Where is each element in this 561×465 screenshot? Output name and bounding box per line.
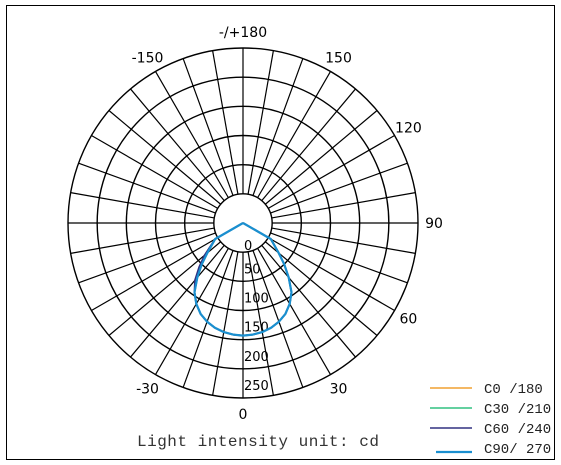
- grid-spoke: [78, 232, 216, 284]
- grid-spoke: [261, 244, 356, 358]
- grid-spoke: [270, 232, 408, 284]
- grid-spoke: [91, 237, 219, 312]
- angle-tick-label: 60: [399, 312, 417, 328]
- grid-spoke: [270, 162, 408, 214]
- angle-tick-label: 0: [239, 407, 248, 423]
- grid-spoke: [257, 247, 332, 375]
- angle-tick-label: 120: [395, 121, 422, 137]
- grid-spoke: [247, 251, 274, 396]
- unit-label: Light intensity unit: cd: [137, 433, 379, 451]
- grid-spoke: [271, 192, 416, 219]
- angle-tick-label: 90: [425, 216, 443, 232]
- grid-spoke: [271, 227, 416, 254]
- angle-tick-label: -/+180: [219, 25, 267, 41]
- grid-spoke: [252, 250, 304, 388]
- grid-spoke: [154, 71, 229, 199]
- radial-tick-label: 0: [244, 239, 252, 254]
- grid-spoke: [154, 247, 229, 375]
- polar-grid: [67, 47, 419, 399]
- radial-tick-label: 100: [244, 292, 269, 307]
- grid-spoke: [264, 241, 378, 336]
- legend-label: C90/ 270: [484, 442, 551, 458]
- grid-spoke: [130, 244, 225, 358]
- grid-spoke: [212, 50, 239, 195]
- radial-tick-label: 50: [244, 262, 261, 277]
- radial-tick-label: 200: [244, 350, 269, 365]
- series-line: [193, 222, 293, 337]
- grid-spoke: [130, 88, 225, 202]
- legend-label: C30 /210: [484, 402, 551, 418]
- grid-spoke: [108, 241, 222, 336]
- grid-spoke: [212, 251, 239, 396]
- angle-tick-label: 30: [330, 381, 348, 397]
- intensity-curves: [193, 222, 293, 337]
- grid-spoke: [267, 237, 395, 312]
- grid-spoke: [70, 227, 215, 254]
- grid-spoke: [264, 110, 378, 205]
- legend: C0 /180 C30 /210 C60 /240 C90/ 270: [430, 382, 551, 458]
- grid-spoke: [252, 58, 304, 196]
- grid-spoke: [108, 110, 222, 205]
- angle-tick-labels: -/+180 -150 150 120 90 60 30 -30 0: [132, 25, 443, 423]
- grid-spoke: [91, 134, 219, 209]
- legend-label: C0 /180: [484, 382, 543, 398]
- grid-spoke: [267, 134, 395, 209]
- angle-tick-label: 150: [325, 51, 352, 67]
- grid-spoke: [182, 58, 234, 196]
- grid-spoke: [257, 71, 332, 199]
- grid-spoke: [261, 88, 356, 202]
- grid-spoke: [78, 162, 216, 214]
- angle-tick-label: -150: [132, 51, 164, 67]
- grid-spoke: [182, 250, 234, 388]
- grid-spoke: [247, 50, 274, 195]
- angle-tick-label: -30: [136, 381, 159, 397]
- radial-tick-label: 250: [244, 379, 269, 394]
- legend-label: C60 /240: [484, 422, 551, 438]
- grid-spoke: [70, 192, 215, 219]
